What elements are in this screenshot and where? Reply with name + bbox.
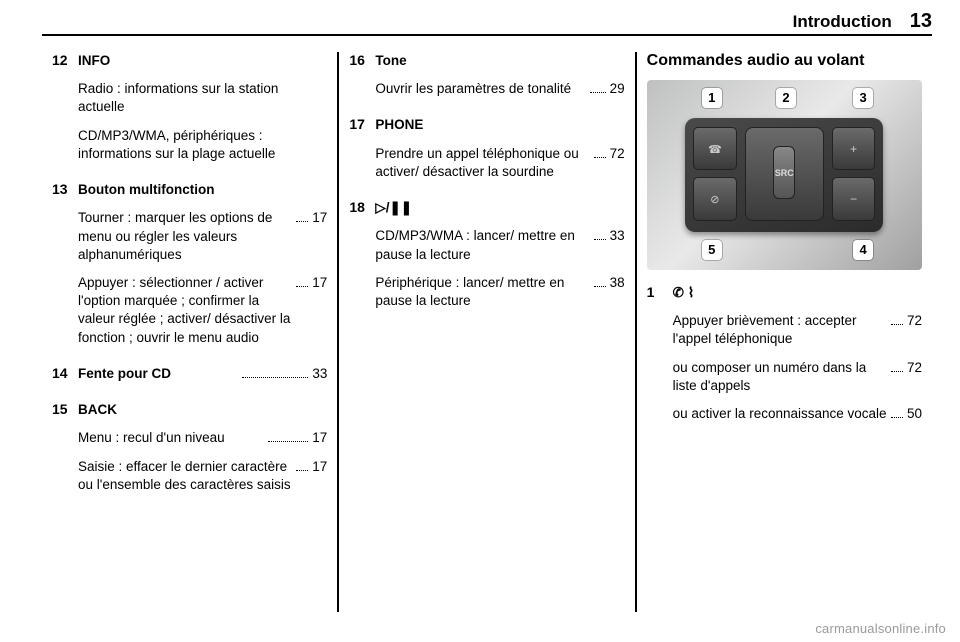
entry-number: 16 bbox=[349, 52, 375, 108]
page-ref: 17 bbox=[312, 274, 327, 292]
leader-dots bbox=[891, 371, 903, 372]
entry-text: Ouvrir les paramètres de tonalité bbox=[375, 80, 586, 98]
callout-2: 2 bbox=[776, 88, 796, 108]
leader-dots bbox=[594, 239, 606, 240]
callout-1: 1 bbox=[702, 88, 722, 108]
entry-14: 14 Fente pour CD 33 bbox=[52, 365, 327, 393]
entry-16: 16 Tone Ouvrir les paramètres de tonalit… bbox=[349, 52, 624, 108]
page-ref: 29 bbox=[610, 80, 625, 98]
callout-3: 3 bbox=[853, 88, 873, 108]
leader-dots bbox=[296, 286, 308, 287]
page-ref: 72 bbox=[907, 312, 922, 330]
leader-dots bbox=[242, 377, 309, 378]
phone-voice-icon: ✆ ⌇ bbox=[673, 284, 922, 302]
leader-dots bbox=[296, 221, 308, 222]
entry-number: 14 bbox=[52, 365, 78, 393]
page-number: 13 bbox=[910, 10, 932, 33]
control-panel: SRC + − bbox=[685, 118, 883, 232]
entry-number: 12 bbox=[52, 52, 78, 173]
entry-title: PHONE bbox=[375, 116, 624, 134]
leader-dots bbox=[594, 286, 606, 287]
entry-text: ou composer un numéro dans la liste d'ap… bbox=[673, 359, 887, 395]
column-1: 12 INFO Radio : informations sur la stat… bbox=[42, 52, 337, 612]
entry-17: 17 PHONE Prendre un appel téléphonique o… bbox=[349, 116, 624, 191]
steering-controls-title: Commandes audio au volant bbox=[647, 52, 922, 70]
src-roller: SRC bbox=[773, 146, 795, 199]
entry-title: Bouton multifonction bbox=[78, 181, 327, 199]
page-ref: 72 bbox=[907, 359, 922, 377]
entry-text: CD/MP3/WMA, périphériques : informations… bbox=[78, 127, 327, 163]
column-2: 16 Tone Ouvrir les paramètres de tonalit… bbox=[339, 52, 634, 612]
entry-text: Menu : recul d'un niveau bbox=[78, 429, 264, 447]
watermark: carmanualsonline.info bbox=[815, 621, 946, 636]
entry-text: ou activer la reconnaissance vocale bbox=[673, 405, 887, 423]
page-ref: 50 bbox=[907, 405, 922, 423]
page-ref: 33 bbox=[610, 227, 625, 245]
entry-text: Radio : informations sur la station actu… bbox=[78, 80, 327, 116]
phone-voice-button-icon bbox=[693, 127, 737, 170]
entry-12: 12 INFO Radio : informations sur la stat… bbox=[52, 52, 327, 173]
entry-text: CD/MP3/WMA : lancer/ mettre en pause la … bbox=[375, 227, 589, 263]
entry-text: Tourner : marquer les options de menu ou… bbox=[78, 209, 292, 264]
volume-up-button-icon: + bbox=[832, 127, 876, 170]
section-title: Introduction bbox=[793, 12, 892, 32]
entry-number: 15 bbox=[52, 401, 78, 504]
leader-dots bbox=[296, 470, 308, 471]
play-pause-icon: ▷/❚❚ bbox=[375, 199, 624, 217]
entry-text: Appuyer : sélectionner / activer l'optio… bbox=[78, 274, 292, 347]
page-ref: 38 bbox=[610, 274, 625, 292]
callout-5: 5 bbox=[702, 240, 722, 260]
column-3: Commandes audio au volant SRC + − 1 2 3 … bbox=[637, 52, 932, 612]
entry-title: INFO bbox=[78, 52, 327, 70]
entry-text: Prendre un appel téléphonique ou activer… bbox=[375, 145, 589, 181]
leader-dots bbox=[590, 92, 605, 93]
header-rule bbox=[42, 34, 932, 36]
entry-text: Périphérique : lancer/ mettre en pause l… bbox=[375, 274, 589, 310]
leader-dots bbox=[594, 157, 606, 158]
volume-down-button-icon: − bbox=[832, 177, 876, 220]
entry-18: 18 ▷/❚❚ CD/MP3/WMA : lancer/ mettre en p… bbox=[349, 199, 624, 320]
page-ref: 72 bbox=[610, 145, 625, 163]
entry-title: BACK bbox=[78, 401, 327, 419]
mute-hangup-button-icon bbox=[693, 177, 737, 220]
page-ref: 17 bbox=[312, 429, 327, 447]
page-ref: 17 bbox=[312, 458, 327, 476]
entry-title: Fente pour CD bbox=[78, 365, 238, 383]
page-ref: 17 bbox=[312, 209, 327, 227]
entry-1: 1 ✆ ⌇ Appuyer brièvement : accepter l'ap… bbox=[647, 284, 922, 433]
leader-dots bbox=[268, 441, 308, 442]
page-ref: 33 bbox=[312, 365, 327, 383]
entry-number: 18 bbox=[349, 199, 375, 320]
entry-title: Tone bbox=[375, 52, 624, 70]
entry-13: 13 Bouton multifonction Tourner : marque… bbox=[52, 181, 327, 357]
leader-dots bbox=[891, 324, 903, 325]
entry-number: 13 bbox=[52, 181, 78, 357]
entry-number: 1 bbox=[647, 284, 673, 433]
entry-15: 15 BACK Menu : recul d'un niveau 17 Sais… bbox=[52, 401, 327, 504]
leader-dots bbox=[891, 417, 903, 418]
steering-wheel-photo: SRC + − 1 2 3 4 5 bbox=[647, 80, 922, 270]
entry-text: Saisie : effacer le dernier caractère ou… bbox=[78, 458, 292, 494]
callout-4: 4 bbox=[853, 240, 873, 260]
entry-number: 17 bbox=[349, 116, 375, 191]
entry-text: Appuyer brièvement : accepter l'appel té… bbox=[673, 312, 887, 348]
center-roller: SRC bbox=[745, 127, 824, 220]
